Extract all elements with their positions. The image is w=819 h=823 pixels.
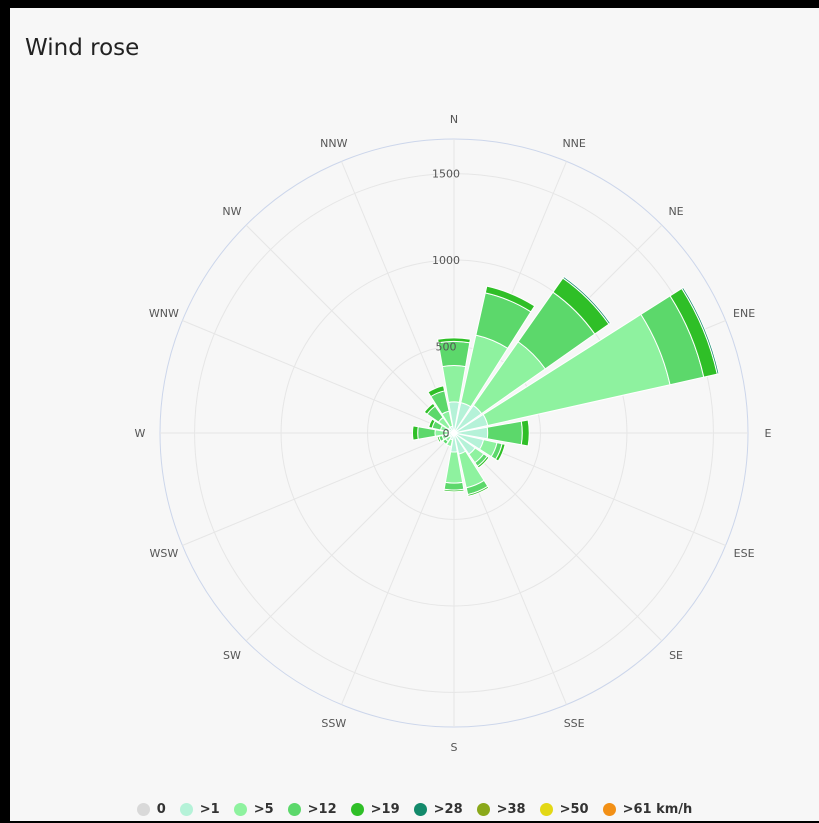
legend-item[interactable]: >12 bbox=[287, 801, 337, 817]
legend-item[interactable]: >28 bbox=[413, 801, 463, 817]
legend-item[interactable]: >38 bbox=[476, 801, 526, 817]
direction-label: NNE bbox=[562, 137, 585, 150]
chart-panel: Wind rose 0 500 1000 1500 N NNE NE ENE E ESE SE SSE… bbox=[10, 8, 819, 821]
direction-label: SW bbox=[223, 649, 241, 662]
legend-item[interactable]: >61 km/h bbox=[602, 801, 693, 817]
legend-item[interactable]: 0 bbox=[136, 801, 166, 817]
wind-bar-s bbox=[443, 481, 465, 491]
wind-bar-nw bbox=[423, 402, 436, 415]
legend-label: >5 bbox=[253, 801, 274, 817]
wind-bar-nnw bbox=[427, 385, 446, 398]
wind-bar-ne bbox=[562, 275, 612, 325]
legend-swatch bbox=[179, 802, 193, 816]
wind-bar-s bbox=[443, 488, 465, 493]
direction-label: NW bbox=[222, 205, 241, 218]
chart-legend: 0 >1 >5 >12 >19 >28 >38 >50 >61 km/h bbox=[10, 799, 819, 819]
wind-bar-sse bbox=[467, 485, 490, 497]
legend-label: >61 km/h bbox=[622, 801, 693, 817]
radial-tick-label: 500 bbox=[436, 341, 457, 354]
legend-label: >28 bbox=[433, 801, 463, 817]
wind-bar-w bbox=[411, 425, 419, 441]
grid-spoke bbox=[453, 432, 663, 642]
direction-label: NE bbox=[668, 205, 683, 218]
legend-swatch bbox=[413, 802, 427, 816]
wind-bar-e bbox=[520, 419, 530, 447]
direction-label: WNW bbox=[149, 307, 179, 320]
direction-label: E bbox=[765, 427, 772, 440]
legend-label: 0 bbox=[156, 801, 166, 817]
direction-label: NNW bbox=[320, 137, 347, 150]
chart-title: Wind rose bbox=[25, 35, 140, 61]
legend-swatch bbox=[287, 802, 301, 816]
legend-swatch bbox=[233, 802, 247, 816]
wind-bar-ese bbox=[494, 443, 506, 462]
wind-bar-wsw bbox=[436, 435, 442, 443]
direction-label: SE bbox=[669, 649, 683, 662]
grid-spoke bbox=[245, 224, 455, 434]
direction-label: ENE bbox=[733, 307, 755, 320]
grid-spoke bbox=[341, 161, 455, 434]
wind-rose-chart: 0 500 1000 1500 N NNE NE ENE E ESE SE SSE S SSW SW WSW W… bbox=[135, 113, 772, 754]
legend-item[interactable]: >5 bbox=[233, 801, 274, 817]
direction-label: ESE bbox=[734, 547, 755, 560]
direction-label: S bbox=[451, 741, 458, 754]
legend-swatch bbox=[476, 802, 490, 816]
legend-swatch bbox=[350, 802, 364, 816]
legend-label: >50 bbox=[559, 801, 589, 817]
radial-tick-label: 1000 bbox=[432, 254, 460, 267]
wind-bar-nne bbox=[484, 285, 536, 313]
legend-swatch bbox=[136, 802, 150, 816]
wind-bar-wnw bbox=[428, 418, 436, 429]
legend-item[interactable]: >50 bbox=[539, 801, 589, 817]
wind-bar-se bbox=[476, 455, 490, 469]
legend-item[interactable]: >1 bbox=[179, 801, 220, 817]
direction-label: WSW bbox=[150, 547, 179, 560]
grid-spoke bbox=[341, 432, 455, 705]
wind-bar-sw bbox=[441, 438, 449, 446]
direction-label: W bbox=[135, 427, 146, 440]
wind-bar-ssw bbox=[445, 438, 454, 448]
grid-spoke bbox=[182, 432, 455, 546]
legend-label: >19 bbox=[370, 801, 400, 817]
direction-label: N bbox=[450, 113, 458, 126]
legend-label: >1 bbox=[199, 801, 220, 817]
grid-spoke bbox=[245, 432, 455, 642]
radial-tick-label: 0 bbox=[443, 427, 450, 440]
grid-spoke bbox=[182, 320, 455, 434]
wind-bar-n bbox=[437, 337, 471, 344]
legend-label: >38 bbox=[496, 801, 526, 817]
direction-label: SSE bbox=[564, 717, 585, 730]
legend-swatch bbox=[539, 802, 553, 816]
radial-tick-label: 1500 bbox=[432, 168, 460, 181]
legend-item[interactable]: >19 bbox=[350, 801, 400, 817]
legend-label: >12 bbox=[307, 801, 337, 817]
direction-label: SSW bbox=[321, 717, 346, 730]
legend-swatch bbox=[602, 802, 616, 816]
wind-bar-ene bbox=[681, 286, 720, 375]
